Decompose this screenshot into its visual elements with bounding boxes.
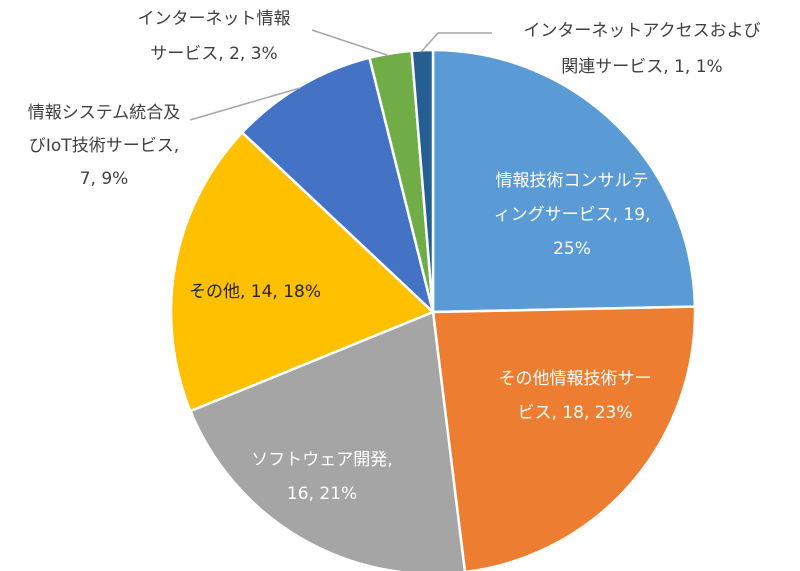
- pie-slice: [431, 48, 697, 314]
- slice-data-label-line: ビス, 18, 23%: [517, 403, 632, 423]
- slice-data-label-line: インターネット情報: [138, 9, 291, 29]
- pie-slice: [188, 310, 467, 571]
- slice-data-label: その他, 14, 18%: [189, 282, 321, 302]
- slice-data-label-line: その他情報技術サー: [499, 369, 652, 389]
- slice-data-label-line: ィングサービス, 19,: [494, 205, 651, 225]
- labels-layer: 情報技術コンサルティングサービス, 19, 25% その他情報技術サービス, 18,…: [28, 9, 761, 504]
- leader-line: [311, 29, 388, 56]
- slice-data-label-line: びIoT技術サービス,: [29, 136, 179, 156]
- slice-data-label-line: その他, 14, 18%: [189, 282, 321, 302]
- slice-data-label-line: 16, 21%: [287, 484, 357, 504]
- slice-data-label-line: インターネットアクセスおよび: [523, 21, 760, 41]
- slice-data-label-line: 関連サービス, 1, 1%: [561, 57, 722, 77]
- slice-data-label-line: サービス, 2, 3%: [150, 44, 277, 64]
- slice-data-label-line: 情報システム統合及: [28, 103, 181, 123]
- slice-data-label: インターネット情報サービス, 2, 3%: [138, 9, 291, 64]
- slice-data-label: インターネットアクセスおよび関連サービス, 1, 1%: [523, 21, 760, 77]
- slices-layer: [169, 48, 697, 571]
- slice-data-label-line: 25%: [553, 239, 591, 259]
- pie-slice: [431, 305, 697, 571]
- slice-data-label-line: 情報技術コンサルテ: [496, 171, 649, 191]
- leader-line: [189, 87, 301, 121]
- slice-data-label: ソフトウェア開発, 16, 21%: [251, 450, 392, 504]
- slice-data-label: 情報システム統合及びIoT技術サービス, 7, 9%: [28, 103, 181, 189]
- slice-data-label-line: 7, 9%: [80, 169, 129, 189]
- slice-data-label: 情報技術コンサルティングサービス, 19, 25%: [494, 171, 651, 259]
- leader-lines-layer: [189, 29, 492, 121]
- slice-data-label-line: ソフトウェア開発,: [251, 450, 392, 470]
- slice-data-label: その他情報技術サービス, 18, 23%: [499, 369, 652, 423]
- leader-line: [420, 32, 492, 53]
- pie-slice: [169, 130, 436, 413]
